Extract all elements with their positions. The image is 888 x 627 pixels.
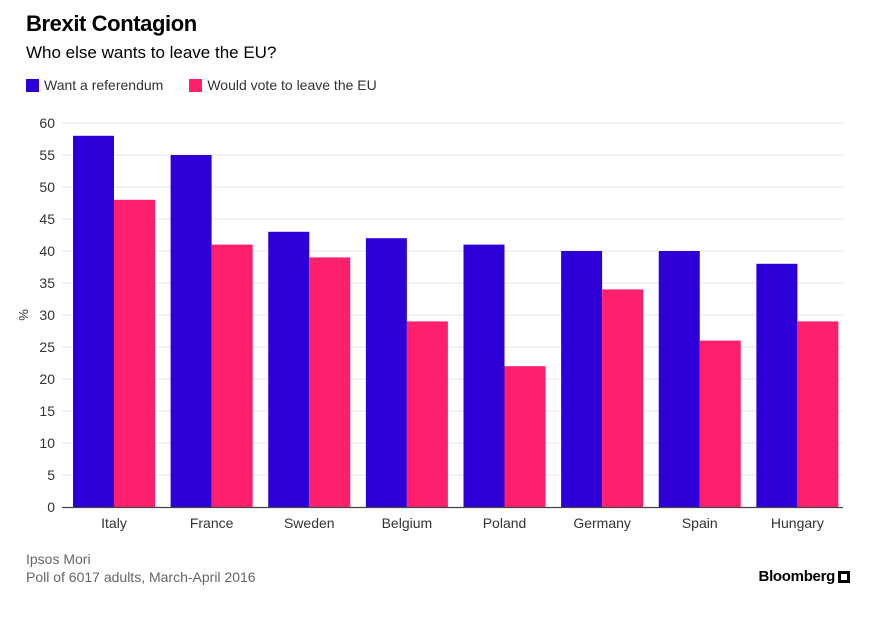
x-tick-label-italy: Italy xyxy=(101,515,127,531)
x-tick-label-sweden: Sweden xyxy=(284,515,335,531)
bar-belgium-series-2 xyxy=(406,321,448,507)
bar-belgium-series-1 xyxy=(365,238,407,507)
y-tick-label-20: 20 xyxy=(39,371,55,387)
y-tick-label-35: 35 xyxy=(39,275,55,291)
bar-italy-series-1 xyxy=(73,135,114,508)
chart-subtitle: Who else wants to leave the EU? xyxy=(26,43,277,62)
bar-france-series-1 xyxy=(170,155,212,507)
source-line-1: Ipsos Mori xyxy=(26,551,91,567)
y-tick-label-5: 5 xyxy=(47,467,55,483)
y-tick-label-25: 25 xyxy=(39,339,55,355)
y-tick-label-50: 50 xyxy=(39,179,55,195)
bar-chart: 0 5 10 15 20 25 30 35 40 45 50 55 60% Italy France Swed… xyxy=(16,115,843,531)
y-tick-label-55: 55 xyxy=(39,147,55,163)
bar-italy-series-2 xyxy=(114,199,155,508)
brand-name: Bloomberg xyxy=(758,568,836,585)
bar-germany-series-1 xyxy=(561,251,603,507)
y-tick-label-15: 15 xyxy=(39,403,55,419)
x-tick-label-france: France xyxy=(190,515,234,531)
bar-sweden-series-2 xyxy=(309,257,351,507)
x-tick-label-hungary: Hungary xyxy=(771,515,824,531)
chart-title: Brexit Contagion xyxy=(26,11,197,36)
legend-item-vote-leave: Would vote to leave the EU xyxy=(189,77,377,93)
x-tick-label-spain: Spain xyxy=(682,515,718,531)
y-tick-label-40: 40 xyxy=(39,243,55,259)
y-tick-label-10: 10 xyxy=(39,435,55,451)
y-tick-label-45: 45 xyxy=(39,211,55,227)
bloomberg-mark-icon xyxy=(838,570,850,583)
legend: Want a referendum Would vote to leave th… xyxy=(26,77,403,93)
bar-france-series-2 xyxy=(211,244,253,507)
source-line-2: Poll of 6017 adults, March-April 2016 xyxy=(26,569,256,585)
y-tick-label-30: 30 xyxy=(39,307,55,323)
bar-sweden-series-1 xyxy=(268,231,310,508)
x-tick-label-germany: Germany xyxy=(573,515,631,531)
x-tick-label-poland: Poland xyxy=(483,515,527,531)
bar-poland-series-1 xyxy=(463,244,505,507)
x-tick-label-belgium: Belgium xyxy=(382,515,433,531)
bar-poland-series-2 xyxy=(504,366,546,507)
legend-label-want-referendum: Want a referendum xyxy=(44,77,164,93)
bar-germany-series-2 xyxy=(602,289,644,507)
bar-hungary-series-2 xyxy=(797,321,839,507)
legend-item-want-referendum: Want a referendum xyxy=(26,77,163,93)
legend-label-vote-leave: Would vote to leave the EU xyxy=(207,77,377,93)
y-tick-label-0: 0 xyxy=(47,499,55,515)
y-tick-label-60: 60 xyxy=(39,115,55,131)
bar-spain-series-2 xyxy=(699,340,741,507)
source-note: Ipsos Mori Poll of 6017 adults, March-Ap… xyxy=(26,550,256,586)
bar-hungary-series-1 xyxy=(756,263,798,507)
bar-spain-series-1 xyxy=(658,251,700,507)
legend-swatch-want-referendum xyxy=(26,78,39,92)
y-axis-label: % xyxy=(16,309,31,321)
bloomberg-logo: Bloomberg xyxy=(759,568,850,585)
legend-swatch-vote-leave xyxy=(189,78,203,92)
